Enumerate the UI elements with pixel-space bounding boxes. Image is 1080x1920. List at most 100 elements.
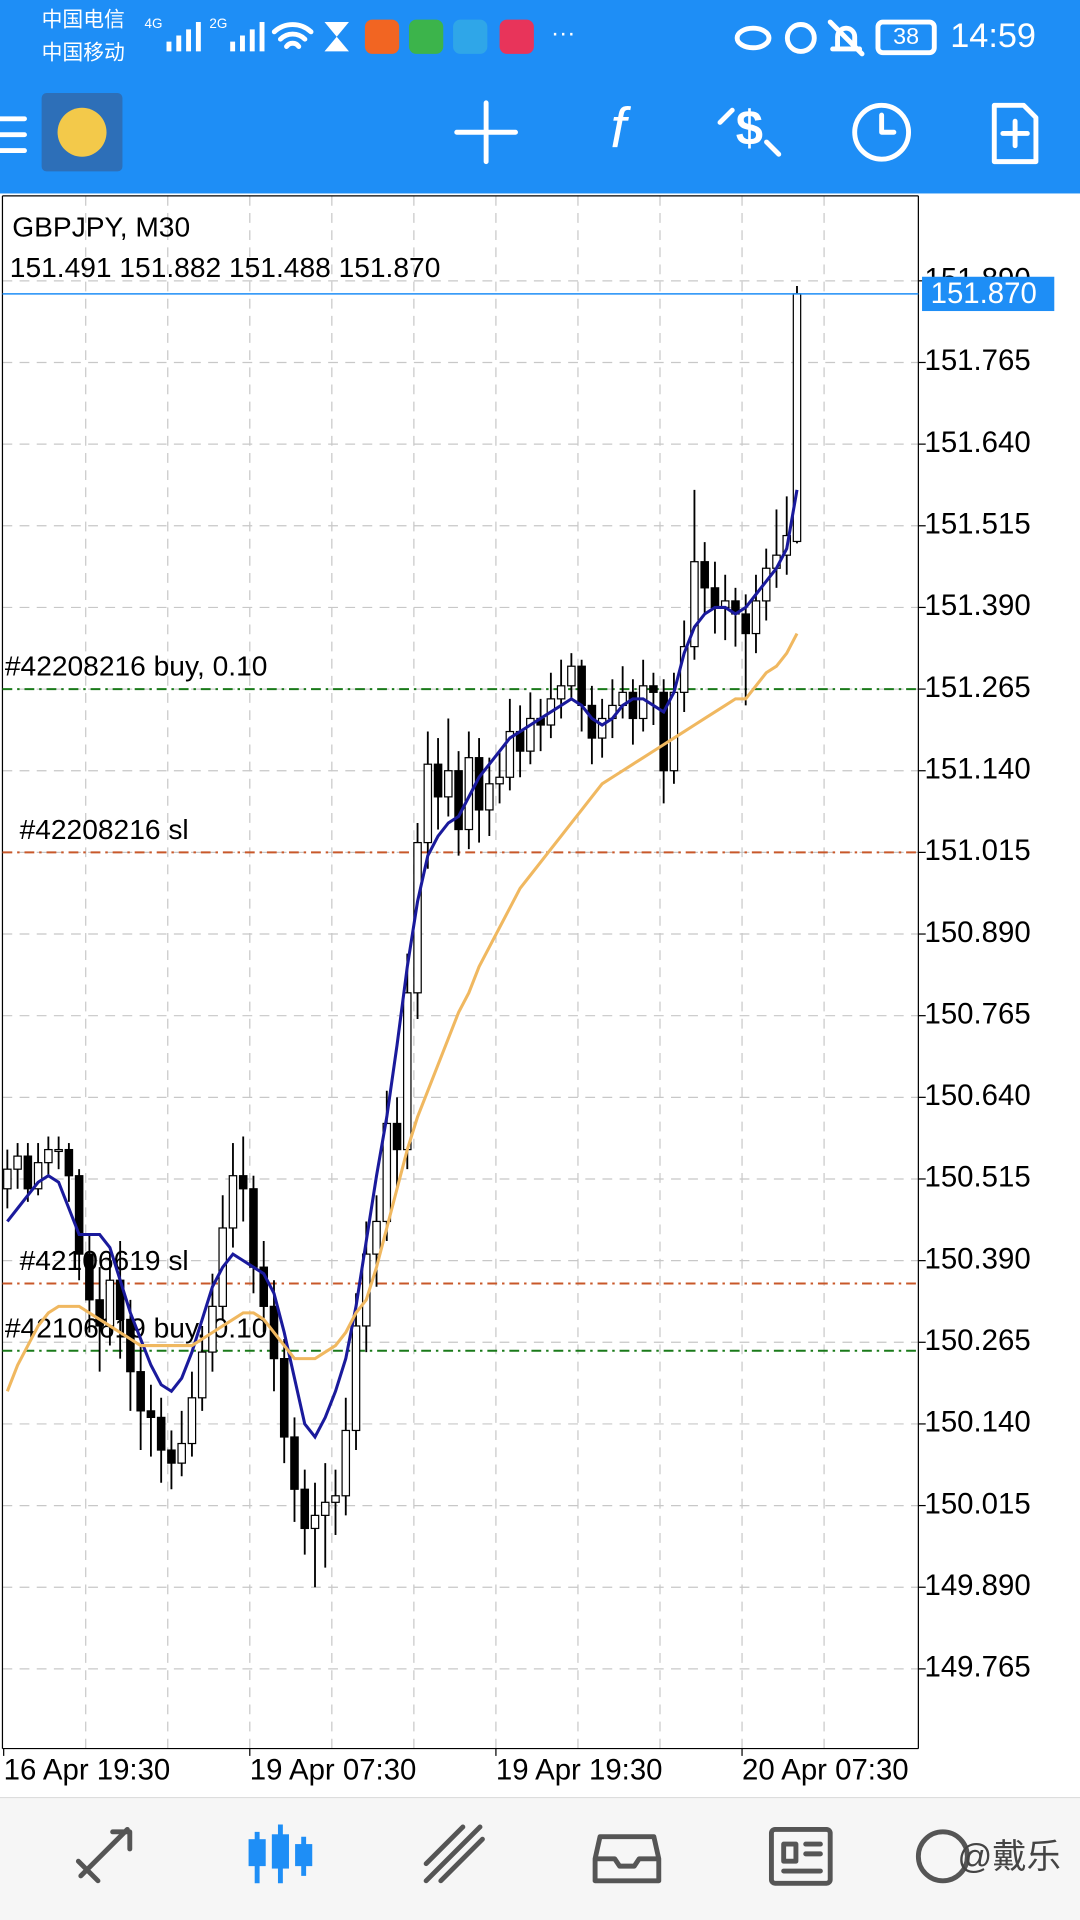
candle-body bbox=[403, 992, 412, 1151]
wifi-icon bbox=[271, 22, 314, 49]
y-tick-label: 150.265 bbox=[924, 1324, 1030, 1357]
menu-button[interactable] bbox=[0, 116, 27, 154]
ohlc-label: 151.491 151.882 151.488 151.870 bbox=[10, 252, 441, 283]
y-tick-label: 150.390 bbox=[924, 1242, 1030, 1275]
candle-body bbox=[44, 1148, 53, 1164]
candle-body bbox=[300, 1488, 310, 1530]
candle-body bbox=[187, 1397, 197, 1445]
y-tick-label: 150.515 bbox=[924, 1161, 1030, 1194]
app-logo-mark bbox=[57, 107, 107, 157]
status-bar: 中国电信 中国移动 4G 2G ··· 38 14:59 bbox=[42, 8, 1036, 64]
candle-body bbox=[238, 1175, 248, 1190]
candle-body bbox=[33, 1162, 43, 1190]
nav-chart-candle bbox=[271, 1834, 289, 1869]
crosshair-button[interactable] bbox=[454, 100, 518, 165]
x-tick-label: 16 Apr 19:30 bbox=[4, 1754, 171, 1787]
app-icon bbox=[364, 19, 400, 54]
order-label: #42208216 sl bbox=[20, 814, 189, 845]
candle-body bbox=[392, 1122, 402, 1151]
candle-body bbox=[249, 1188, 258, 1268]
candle-body bbox=[454, 770, 463, 831]
trade-arrows bbox=[717, 107, 782, 157]
chart-title: GBPJPY, M30 bbox=[12, 211, 190, 242]
trade-button[interactable]: $ bbox=[736, 102, 763, 156]
candle-body bbox=[177, 1442, 186, 1464]
candle-body bbox=[341, 1429, 351, 1497]
nav-quotes[interactable] bbox=[75, 1826, 133, 1884]
app-icon bbox=[453, 19, 488, 54]
x-tick-label: 19 Apr 19:30 bbox=[496, 1754, 663, 1787]
y-tick-label: 151.515 bbox=[924, 508, 1030, 541]
nav-bg bbox=[0, 1797, 1080, 1920]
candle-body bbox=[485, 783, 494, 811]
plot: #42208216 buy, 0.10 #42208216 sl #42106619… bbox=[1, 195, 919, 1750]
y-tick-label: 149.890 bbox=[924, 1569, 1030, 1602]
nav-chart-candle bbox=[295, 1844, 313, 1867]
timeframe-button[interactable] bbox=[852, 102, 912, 162]
candle-body bbox=[423, 763, 433, 844]
signal-icon bbox=[230, 22, 265, 52]
candle-body bbox=[310, 1514, 320, 1530]
nav-settings[interactable] bbox=[915, 1829, 970, 1884]
nav-trade[interactable] bbox=[423, 1824, 485, 1884]
y-tick-label: 151.265 bbox=[924, 671, 1030, 704]
y-tick-label: 151.765 bbox=[924, 344, 1030, 377]
clock: 14:59 bbox=[950, 17, 1036, 55]
y-tick-label: 150.140 bbox=[924, 1406, 1030, 1439]
order-label: #42208216 buy, 0.10 bbox=[5, 651, 268, 682]
chart: #42208216 buy, 0.10 #42208216 sl #42106619… bbox=[1, 195, 1055, 1787]
bottom-nav: @戴乐 bbox=[0, 1796, 1080, 1920]
candle-body bbox=[331, 1495, 340, 1503]
candle-body bbox=[700, 561, 709, 589]
candle-body bbox=[628, 691, 638, 720]
candle-body bbox=[228, 1175, 238, 1229]
y-tick-label: 151.640 bbox=[924, 426, 1030, 459]
candle-body bbox=[690, 561, 699, 648]
y-tick-label: 150.015 bbox=[924, 1487, 1030, 1520]
candle-body bbox=[669, 691, 679, 772]
candle-body bbox=[659, 691, 668, 772]
x-tick-label: 19 Apr 07:30 bbox=[250, 1754, 417, 1787]
moving-average bbox=[6, 489, 799, 1440]
network-type: 2G bbox=[209, 16, 227, 31]
candle-body bbox=[156, 1416, 166, 1451]
y-tick-label: 151.140 bbox=[924, 752, 1030, 785]
candle-body bbox=[167, 1449, 176, 1464]
candle-body bbox=[751, 600, 761, 635]
candle-body bbox=[290, 1436, 299, 1490]
x-tick-label: 20 Apr 07:30 bbox=[742, 1754, 909, 1787]
nav-news[interactable] bbox=[768, 1826, 833, 1886]
mute-icon bbox=[827, 19, 865, 57]
new-order-button[interactable] bbox=[991, 102, 1039, 165]
candle-body bbox=[13, 1155, 22, 1170]
bid-label: 151.870 bbox=[931, 277, 1037, 310]
app-icon bbox=[408, 19, 444, 54]
y-tick-label: 151.390 bbox=[924, 589, 1030, 622]
candle-body bbox=[526, 717, 535, 752]
candle-body bbox=[741, 613, 751, 635]
carrier: 中国移动 bbox=[42, 41, 125, 64]
app-icon bbox=[499, 19, 534, 54]
network-type: 4G bbox=[144, 16, 162, 31]
clock-hands bbox=[879, 112, 897, 135]
candle-body bbox=[197, 1351, 207, 1399]
watermark: @戴乐 bbox=[958, 1838, 1061, 1876]
candle-body bbox=[567, 665, 576, 687]
candle-body bbox=[3, 1168, 12, 1190]
candle-body bbox=[74, 1175, 84, 1255]
candle-body bbox=[444, 770, 453, 798]
alarm-icon bbox=[784, 22, 817, 54]
candle-body bbox=[54, 1148, 63, 1153]
order-label: #42106619 sl bbox=[20, 1245, 189, 1276]
y-tick-label: 150.640 bbox=[924, 1079, 1030, 1112]
candle-body bbox=[351, 1325, 361, 1432]
battery-level: 38 bbox=[893, 23, 919, 49]
candle-body bbox=[710, 587, 720, 609]
nav-chart-candle bbox=[248, 1839, 266, 1867]
nav-history[interactable] bbox=[592, 1834, 662, 1884]
bid-tag bbox=[922, 276, 1055, 312]
moving-average bbox=[5, 632, 799, 1392]
toolbar: f $ bbox=[0, 93, 1039, 172]
candle-body bbox=[146, 1410, 156, 1419]
